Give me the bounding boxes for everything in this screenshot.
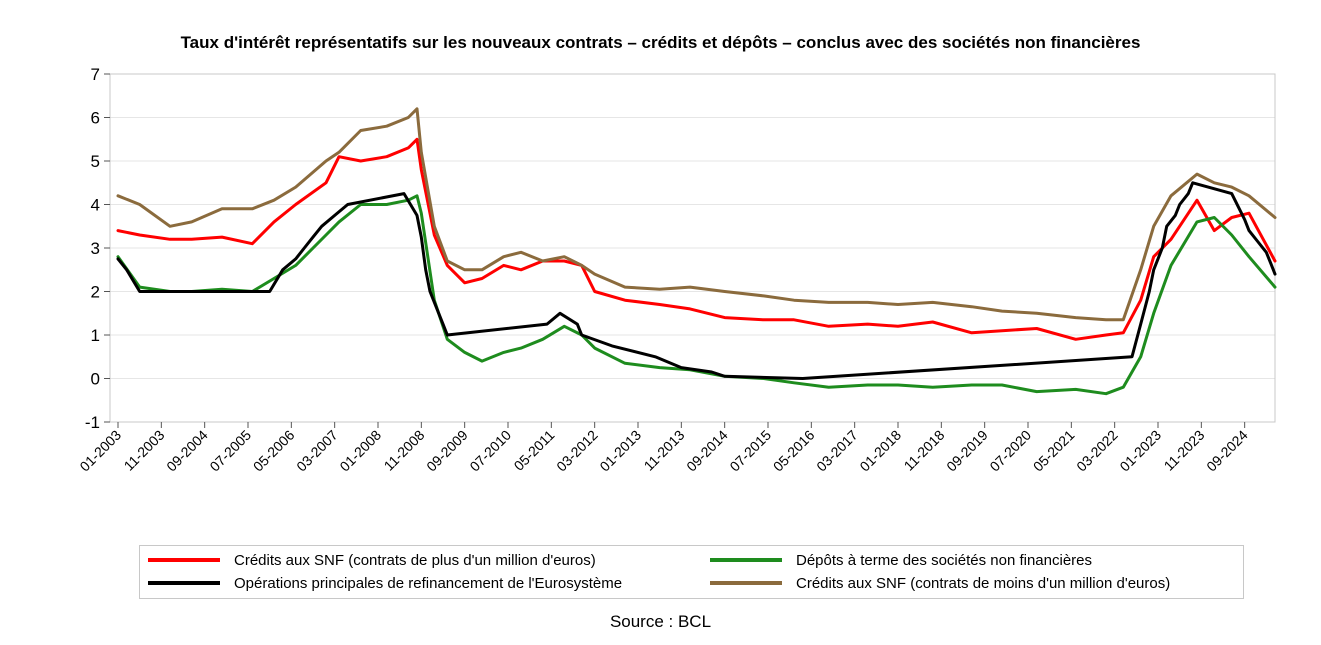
x-tick-label: 03-2007 bbox=[293, 427, 341, 475]
y-tick-label: 6 bbox=[91, 109, 100, 128]
legend-label: Crédits aux SNF (contrats de plus d'un m… bbox=[234, 551, 596, 569]
series-lines bbox=[116, 107, 1277, 396]
y-tick-label: 2 bbox=[91, 283, 100, 302]
y-tick-label: 0 bbox=[91, 370, 100, 389]
y-axis: -1 0 1 2 3 4 5 6 7 bbox=[85, 65, 110, 432]
x-tick-label: 07-2020 bbox=[986, 427, 1034, 475]
legend-swatch-green bbox=[710, 558, 782, 562]
series-depots-terme-line bbox=[116, 194, 1277, 396]
x-tick-label: 09-2004 bbox=[163, 427, 211, 475]
series-refinancement-line bbox=[116, 181, 1277, 380]
x-tick-label: 11-2023 bbox=[1161, 427, 1208, 474]
x-tick-label: 05-2006 bbox=[250, 427, 298, 475]
x-tick-label: 11-2013 bbox=[641, 427, 688, 474]
x-tick-label: 03-2012 bbox=[553, 427, 601, 475]
x-tick-label: 07-2015 bbox=[726, 427, 774, 475]
y-tick-label: 1 bbox=[91, 326, 100, 345]
legend-label: Opérations principales de refinancement … bbox=[234, 574, 623, 592]
x-tick-label: 05-2011 bbox=[511, 427, 558, 474]
legend: Crédits aux SNF (contrats de plus d'un m… bbox=[139, 545, 1244, 599]
x-tick-label: 05-2021 bbox=[1030, 427, 1078, 475]
x-tick-label: 01-2023 bbox=[1116, 427, 1164, 475]
chart-title: Taux d'intérêt représentatifs sur les no… bbox=[180, 33, 1141, 52]
legend-swatch-brown bbox=[710, 581, 782, 585]
x-tick-label: 11-2003 bbox=[121, 427, 168, 474]
x-tick-label: 09-2019 bbox=[943, 427, 991, 475]
legend-swatch-red bbox=[148, 558, 220, 562]
legend-label: Crédits aux SNF (contrats de moins d'un … bbox=[796, 574, 1171, 592]
legend-item-credits-moins-million: Crédits aux SNF (contrats de moins d'un … bbox=[710, 572, 1170, 594]
x-tick-label: 09-2009 bbox=[423, 427, 471, 475]
x-tick-label: 07-2010 bbox=[466, 427, 514, 475]
x-tick-label: 09-2014 bbox=[683, 427, 731, 475]
chart-source: Source : BCL bbox=[609, 612, 712, 631]
y-tick-label: 7 bbox=[91, 65, 100, 84]
x-axis: 01-200311-200309-200407-200505-200603-20… bbox=[76, 422, 1251, 475]
legend-label: Dépôts à terme des sociétés non financiè… bbox=[796, 551, 1092, 569]
x-tick-label: 01-2003 bbox=[76, 427, 124, 475]
x-tick-label: 07-2005 bbox=[206, 427, 254, 475]
x-tick-label: 03-2017 bbox=[813, 427, 861, 475]
x-tick-label: 05-2016 bbox=[770, 427, 818, 475]
y-tick-label: -1 bbox=[85, 413, 100, 432]
x-tick-label: 01-2018 bbox=[856, 427, 904, 475]
x-tick-label: 01-2013 bbox=[596, 427, 644, 475]
y-tick-label: 5 bbox=[91, 152, 100, 171]
x-tick-label: 09-2024 bbox=[1203, 427, 1251, 475]
y-tick-label: 4 bbox=[91, 196, 100, 215]
x-tick-label: 03-2022 bbox=[1073, 427, 1121, 475]
series-credits-plus-million-line bbox=[116, 137, 1277, 341]
legend-swatch-black bbox=[148, 581, 220, 585]
legend-item-depots-terme: Dépôts à terme des sociétés non financiè… bbox=[710, 549, 1092, 571]
legend-item-credits-plus-million: Crédits aux SNF (contrats de plus d'un m… bbox=[148, 549, 596, 571]
series-credits-moins-million-line bbox=[116, 107, 1277, 322]
x-tick-label: 01-2008 bbox=[336, 427, 384, 475]
x-tick-label: 11-2018 bbox=[901, 427, 948, 474]
x-tick-label: 11-2008 bbox=[381, 427, 428, 474]
legend-item-refinancement: Opérations principales de refinancement … bbox=[148, 572, 622, 594]
y-tick-label: 3 bbox=[91, 239, 100, 258]
